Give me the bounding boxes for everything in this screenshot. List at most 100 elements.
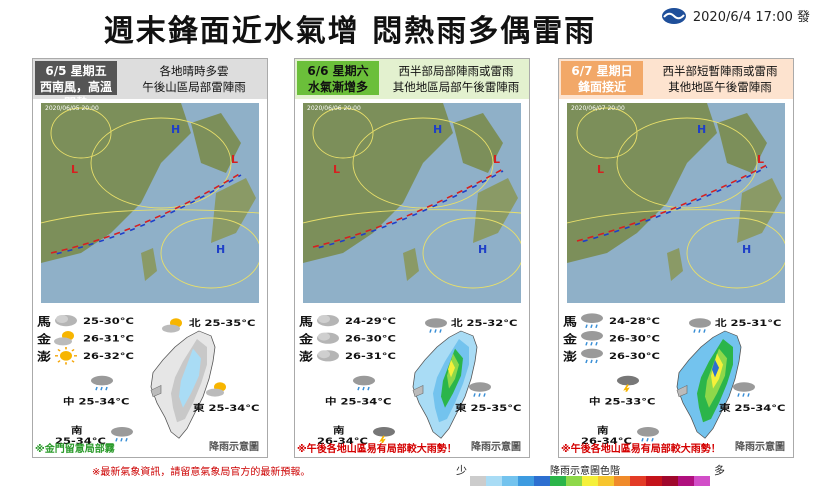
rain-cloud-icon — [579, 347, 605, 365]
scale-swatch-1 — [486, 476, 502, 486]
south-temp: 26-34°C — [317, 435, 368, 447]
panel-header: 6/6 星期六 水氣漸增多 西半部局部陣雨或雷雨 其他地區局部午後雷陣雨 — [295, 59, 529, 99]
forecast-panel-day1: 6/5 星期五 西南風，高溫悶熱 各地晴時多雲 午後山區局部雷陣雨 — [32, 58, 268, 458]
south-label: 南 — [71, 424, 83, 436]
island-name-2: 澎 — [563, 351, 577, 364]
north-weather-icon — [161, 317, 187, 335]
date-box: 6/6 星期六 水氣漸增多 — [297, 61, 379, 95]
island-temp-1: 26-30°C — [609, 332, 660, 344]
east-weather-icon — [467, 381, 493, 399]
central-temp: 中 25-33°C — [589, 395, 656, 407]
island-name-0: 馬 — [563, 315, 577, 329]
island-name-1: 金 — [299, 333, 313, 347]
panel-header: 6/5 星期五 西南風，高溫悶熱 各地晴時多雲 午後山區局部雷陣雨 — [33, 59, 267, 110]
scale-swatch-7 — [582, 476, 598, 486]
map-timestamp: 2020/06/07 20:00 — [571, 105, 625, 112]
north-temp: 北 25-35°C — [189, 317, 256, 329]
temp-section: 馬 25-30°C 金 26-31°C 澎 26-32°C 北 25-35°C … — [33, 307, 267, 446]
desc-line2: 其他地區午後雷陣雨 — [668, 80, 772, 94]
rain-scale: 少 降雨示意圖色階 多 — [456, 462, 725, 488]
island-temp-2: 26-30°C — [609, 350, 660, 362]
island-temp-2: 26-31°C — [345, 350, 396, 362]
weather-chart-map: L L H H 2020/06/06 20:00 — [303, 103, 521, 303]
central-weather-icon — [615, 374, 641, 393]
scale-swatch-11 — [646, 476, 662, 486]
taiwan-rain-map — [676, 330, 742, 439]
date-sub: 水氣漸增多 — [307, 80, 368, 94]
central-temp: 中 25-34°C — [63, 395, 130, 407]
scale-swatch-5 — [550, 476, 566, 486]
scale-swatch-12 — [662, 476, 678, 486]
north-weather-icon — [423, 317, 449, 335]
desc-line1: 西半部局部陣雨或雷雨 — [398, 64, 514, 78]
island-name-0: 馬 — [299, 315, 313, 329]
cloud-icon — [53, 312, 79, 330]
date-box: 6/5 星期五 西南風，高溫悶熱 — [35, 61, 117, 110]
taiwan-rain-map — [412, 330, 478, 439]
scale-more-label: 多 — [714, 464, 725, 477]
svg-text:L: L — [333, 163, 340, 176]
rain-map-label: 降雨示意圖 — [735, 442, 785, 453]
svg-text:L: L — [597, 163, 604, 176]
island-temp-0: 25-30°C — [83, 315, 134, 327]
east-temp: 東 25-34°C — [719, 402, 786, 414]
desc-line1: 各地晴時多雲 — [159, 64, 229, 78]
rain-cloud-icon — [579, 312, 605, 330]
date-label: 6/7 星期日 — [571, 64, 633, 78]
map-timestamp: 2020/06/06 20:00 — [307, 105, 361, 112]
island-name-0: 馬 — [37, 315, 51, 329]
south-label: 南 — [333, 424, 345, 436]
svg-text:L: L — [757, 153, 764, 166]
scale-swatch-13 — [678, 476, 694, 486]
island-name-2: 澎 — [299, 351, 313, 364]
svg-text:L: L — [231, 153, 238, 166]
desc-line2: 其他地區局部午後雷陣雨 — [392, 80, 520, 94]
sun-icon — [53, 347, 79, 365]
east-weather-icon — [205, 381, 231, 399]
rain-cloud-icon — [579, 329, 605, 347]
north-weather-icon — [687, 317, 713, 335]
scale-swatch-14 — [694, 476, 710, 486]
island-temp-1: 26-31°C — [83, 332, 134, 344]
central-weather-icon — [89, 374, 115, 392]
desc-line1: 西半部短暫陣雨或雷雨 — [662, 64, 778, 78]
svg-text:H: H — [433, 123, 442, 136]
weather-chart-map: L L H H 2020/06/07 20:00 — [567, 103, 785, 303]
forecast-desc: 西半部局部陣雨或雷雨 其他地區局部午後雷陣雨 — [383, 63, 529, 95]
south-weather-icon — [109, 425, 135, 443]
date-label: 6/5 星期五 — [45, 64, 107, 78]
svg-text:L: L — [493, 153, 500, 166]
desc-line2: 午後山區局部雷陣雨 — [142, 80, 246, 94]
weather-chart-map: L L H H 2020/06/05 20:00 — [41, 103, 259, 303]
cwb-logo-icon — [661, 7, 686, 24]
island-name-1: 金 — [563, 333, 577, 347]
forecast-panel-day2: 6/6 星期六 水氣漸增多 西半部局部陣雨或雷雨 其他地區局部午後雷陣雨 — [294, 58, 530, 458]
scale-swatch-3 — [518, 476, 534, 486]
scale-swatch-10 — [630, 476, 646, 486]
rain-map-label: 降雨示意圖 — [209, 442, 259, 453]
date-sub: 鋒面接近 — [577, 80, 626, 94]
scale-swatch-6 — [566, 476, 582, 486]
panel-note: ※午後各地山區易有局部較大雨勢！ — [297, 444, 457, 455]
south-label: 南 — [597, 424, 609, 436]
scale-bar — [470, 476, 710, 486]
forecast-panel-day3: 6/7 星期日 鋒面接近 西半部短暫陣雨或雷雨 其他地區午後雷陣雨 — [558, 58, 794, 458]
central-temp: 中 25-34°C — [325, 395, 392, 407]
issue-time: 2020/6/4 17:00 發 — [692, 10, 810, 25]
island-name-1: 金 — [37, 333, 51, 347]
scale-swatch-4 — [534, 476, 550, 486]
scale-swatch-0 — [470, 476, 486, 486]
south-temp: 26-34°C — [581, 435, 632, 447]
panel-header: 6/7 星期日 鋒面接近 西半部短暫陣雨或雷雨 其他地區午後雷陣雨 — [559, 59, 793, 99]
island-temp-0: 24-29°C — [345, 315, 396, 327]
north-temp: 北 25-31°C — [715, 317, 782, 329]
island-name-2: 澎 — [37, 351, 51, 364]
east-temp: 東 25-34°C — [193, 402, 260, 414]
temp-section: 馬 24-29°C 金 26-30°C 澎 26-31°C 北 25-32°C … — [295, 307, 529, 446]
footer-note: ※最新氣象資訊，請留意氣象局官方的最新預報。 — [92, 467, 311, 478]
south-weather-icon — [635, 425, 661, 443]
date-box: 6/7 星期日 鋒面接近 — [561, 61, 643, 95]
south-temp: 25-34°C — [55, 435, 106, 447]
cloud-icon — [315, 329, 341, 347]
island-temp-0: 24-28°C — [609, 315, 660, 327]
